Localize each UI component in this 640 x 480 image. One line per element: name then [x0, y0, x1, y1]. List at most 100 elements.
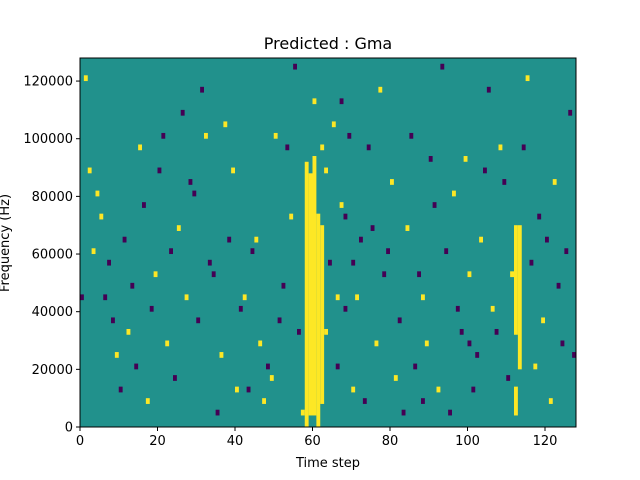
heatmap-cell-102 — [417, 271, 421, 278]
heatmap-cell-18 — [153, 271, 158, 278]
heatmap-cell-63 — [467, 271, 472, 278]
heatmap-cell-127 — [343, 213, 348, 220]
heatmap-cell-48 — [359, 236, 363, 243]
heatmap-cell-42 — [331, 121, 336, 128]
heatmap-band-6 — [517, 225, 522, 370]
heatmap-cell-69 — [525, 75, 530, 82]
heatmap-cell-17 — [149, 305, 154, 312]
heatmap-cell-9 — [118, 386, 123, 393]
heatmap-cell-111 — [486, 86, 491, 93]
heatmap-cell-123 — [312, 98, 317, 105]
heatmap-band-1 — [308, 173, 313, 416]
heatmap-cell-74 — [545, 236, 549, 243]
heatmap-cell-126 — [335, 294, 340, 301]
heatmap-cell-49 — [366, 144, 371, 151]
heatmap-background — [80, 58, 576, 427]
heatmap-cell-68 — [506, 375, 511, 381]
y-tick-label-0: 0 — [65, 421, 73, 436]
x-axis: 0 20 40 60 80 100 120 — [76, 427, 558, 449]
heatmap-cell-16 — [145, 398, 150, 404]
heatmap-cell-56 — [413, 363, 418, 370]
heatmap-band-3 — [316, 213, 321, 427]
heatmap-cell-35 — [262, 398, 266, 404]
heatmap-cell-13 — [134, 363, 139, 370]
heatmap-cell-43 — [335, 363, 340, 370]
heatmap-cell-7 — [111, 317, 115, 324]
heatmap-cell-4 — [99, 213, 104, 220]
heatmap-cell-119 — [215, 409, 220, 416]
x-tick-label-1: 20 — [149, 434, 166, 449]
heatmap-cell-128 — [351, 259, 356, 266]
heatmap-cell-36 — [266, 363, 270, 370]
heatmap-cell-116 — [80, 294, 84, 301]
heatmap-cell-21 — [173, 375, 177, 381]
heatmap-cell-44 — [339, 202, 344, 208]
heatmap-cell-84 — [207, 259, 212, 266]
heatmap-cell-57 — [421, 294, 425, 301]
heatmap-band-7 — [514, 386, 518, 416]
heatmap-band-5 — [514, 225, 518, 335]
heatmap-cell-88 — [238, 305, 243, 312]
heatmap-cell-53 — [397, 317, 402, 324]
x-tick-label-6: 120 — [533, 434, 558, 449]
heatmap-cell-109 — [471, 386, 476, 393]
x-axis-label: Time step — [295, 456, 360, 471]
heatmap-cell-105 — [440, 63, 445, 70]
heatmap-cell-125 — [324, 328, 328, 335]
heatmap-cell-110 — [479, 236, 483, 243]
heatmap-cell-96 — [362, 398, 367, 404]
heatmap-cell-106 — [448, 409, 452, 416]
heatmap-cell-41 — [328, 259, 332, 266]
y-tick-label-4: 80000 — [32, 190, 73, 205]
heatmap-cell-94 — [324, 167, 328, 174]
heatmap-cell-71 — [533, 363, 538, 370]
heatmap-cell-32 — [242, 294, 247, 301]
heatmap-cell-83 — [246, 386, 251, 393]
heatmap-cell-27 — [204, 132, 208, 139]
heatmap-cell-3 — [95, 190, 100, 197]
heatmap-cell-55 — [405, 225, 410, 231]
heatmap-cell-2 — [91, 248, 96, 255]
heatmap-cell-60 — [444, 248, 449, 255]
heatmap-cell-62 — [459, 328, 464, 335]
heatmap-cell-77 — [556, 282, 561, 289]
heatmap-cell-98 — [378, 86, 383, 93]
heatmap-cell-72 — [537, 213, 542, 220]
heatmap-cell-118 — [169, 248, 173, 255]
heatmap-cell-30 — [227, 236, 232, 243]
heatmap-cell-101 — [409, 132, 414, 139]
heatmap-cell-50 — [374, 340, 379, 347]
heatmap-cell-64 — [475, 352, 480, 358]
heatmap-cell-40 — [297, 328, 301, 335]
heatmap-cell-100 — [393, 375, 398, 381]
heatmap-cell-91 — [285, 144, 290, 151]
heatmap-cell-14 — [138, 144, 142, 151]
y-tick-label-6: 120000 — [23, 75, 73, 90]
heatmap-cell-23 — [180, 109, 185, 116]
heatmap-cell-120 — [231, 167, 235, 174]
y-tick-label-1: 20000 — [32, 363, 73, 378]
heatmap-cell-33 — [250, 248, 255, 255]
heatmap-cell-46 — [347, 132, 352, 139]
heatmap-cell-10 — [122, 236, 127, 243]
heatmap-cell-0 — [83, 75, 88, 82]
heatmap-cell-15 — [142, 202, 146, 208]
x-tick-label-4: 80 — [382, 434, 399, 449]
y-tick-label-5: 100000 — [23, 132, 73, 147]
heatmap-cell-38 — [281, 282, 286, 289]
plot-frame — [79, 57, 577, 428]
heatmap-cell-114 — [510, 271, 514, 278]
y-tick-label-3: 60000 — [32, 248, 73, 263]
heatmap-band-2 — [312, 156, 317, 416]
heatmap-cell-73 — [541, 317, 545, 324]
chart-title: Predicted : Gma — [264, 34, 392, 53]
heatmap-cell-37 — [273, 132, 278, 139]
heatmap-cell-124 — [320, 144, 325, 151]
heatmap-cell-115 — [521, 144, 526, 151]
heatmap-cell-24 — [184, 294, 189, 301]
heatmap-cell-95 — [355, 294, 359, 301]
heatmap-cell-122 — [421, 398, 425, 404]
heatmap-cell-47 — [351, 386, 356, 393]
heatmap-cell-86 — [200, 86, 204, 93]
